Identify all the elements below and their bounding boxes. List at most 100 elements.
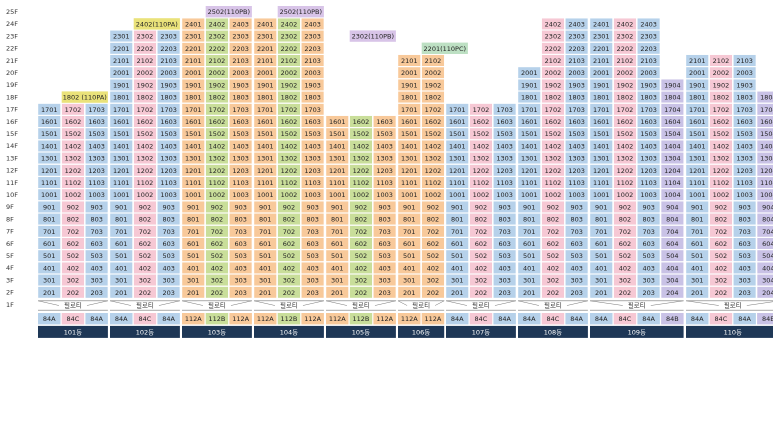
unit-cell [541, 237, 565, 250]
unit-number: 2302 [545, 33, 562, 41]
unit-number: 702 [475, 228, 487, 236]
unit-number: 603 [234, 240, 246, 248]
unit-number: 201 [187, 289, 199, 297]
unit-number: 803 [306, 216, 318, 224]
unit-cell [205, 139, 229, 152]
unit-cell [589, 164, 613, 177]
unit-cell [229, 200, 253, 213]
unit-cell [445, 188, 469, 201]
floor-label: 2F [6, 289, 14, 297]
unit-cell [733, 225, 757, 238]
unit-cell [517, 200, 541, 213]
unit-number: 1301 [257, 155, 274, 163]
unit-cell [660, 152, 684, 164]
unit-cell [277, 188, 301, 201]
unit-type-cell [709, 313, 733, 325]
unit-number: 1404 [760, 142, 773, 150]
unit-cell [181, 78, 205, 91]
unit-number: 2302 [617, 33, 634, 41]
unit-number: 602 [619, 240, 631, 248]
unit-number: 1202 [353, 167, 370, 175]
unit-type-label: 84B [762, 315, 773, 323]
unit-number: 1301 [449, 155, 466, 163]
unit-number: 1501 [257, 130, 274, 138]
unit-number: 302 [475, 277, 487, 285]
unit-cell [733, 262, 757, 274]
unit-number: 803 [498, 216, 510, 224]
unit-number: 702 [283, 228, 295, 236]
penthouse-note-cell [421, 42, 468, 54]
unit-cell [541, 200, 565, 213]
unit-cell [229, 42, 253, 55]
unit-number: 1003 [568, 191, 585, 199]
unit-number: 402 [67, 264, 79, 272]
unit-number: 503 [642, 252, 654, 260]
unit-number: 701 [331, 228, 343, 236]
unit-number: 1202 [137, 167, 154, 175]
unit-cell [541, 176, 565, 189]
unit-number: 403 [378, 264, 390, 272]
unit-number: 1703 [496, 106, 513, 114]
unit-number: 1401 [521, 142, 538, 150]
unit-type-label: 112B [209, 315, 226, 323]
unit-cell [541, 139, 565, 152]
unit-number: 703 [570, 228, 582, 236]
unit-number: 401 [187, 264, 199, 272]
unit-cell [373, 237, 397, 250]
unit-number: 1002 [545, 191, 562, 199]
unit-cell [397, 103, 421, 116]
building-name-bar [518, 325, 588, 338]
unit-number: 203 [570, 289, 582, 297]
unit-number: 701 [595, 228, 607, 236]
unit-number: 1202 [425, 167, 442, 175]
unit-cell [733, 164, 757, 177]
unit-cell [685, 188, 709, 201]
unit-cell [613, 200, 637, 213]
pilotis-line [397, 300, 408, 306]
unit-cell [205, 249, 229, 262]
unit-number: 303 [378, 277, 390, 285]
unit-number: 1701 [401, 106, 418, 114]
floor-label: 23F [6, 32, 18, 40]
unit-cell [421, 66, 445, 79]
unit-cell [756, 91, 773, 104]
unit-cell [709, 152, 733, 164]
unit-cell [373, 164, 397, 177]
unit-number: 902 [211, 203, 223, 211]
unit-cell [445, 213, 469, 225]
unit-cell [565, 249, 589, 262]
unit-number: 801 [259, 216, 271, 224]
unit-cell [85, 286, 109, 299]
unit-number: 301 [331, 277, 343, 285]
unit-number: 1801 [113, 94, 130, 102]
unit-cell [253, 78, 277, 91]
unit-cell [373, 249, 397, 262]
unit-cell [589, 115, 613, 128]
unit-cell [61, 164, 85, 177]
unit-number: 1903 [232, 81, 249, 89]
unit-cell [133, 127, 157, 140]
unit-number: 201 [259, 289, 271, 297]
unit-cell [109, 237, 133, 250]
unit-cell [613, 78, 637, 91]
unit-number: 2003 [640, 69, 657, 77]
unit-number: 1202 [473, 167, 490, 175]
unit-cell [253, 213, 277, 225]
unit-cell [445, 164, 469, 177]
unit-number: 1701 [689, 106, 706, 114]
unit-number: 202 [715, 289, 727, 297]
unit-cell [565, 103, 589, 116]
unit-number: 303 [162, 277, 174, 285]
unit-cell [325, 237, 349, 250]
unit-number: 502 [475, 252, 487, 260]
unit-number: 1802 [545, 94, 562, 102]
unit-number: 503 [570, 252, 582, 260]
unit-number: 2103 [304, 57, 321, 65]
unit-number: 1301 [401, 155, 418, 163]
unit-cell [517, 176, 541, 189]
unit-cell [685, 91, 709, 104]
unit-number: 1201 [41, 167, 58, 175]
unit-number: 401 [451, 264, 463, 272]
unit-cell [181, 200, 205, 213]
unit-number: 1603 [160, 118, 177, 126]
